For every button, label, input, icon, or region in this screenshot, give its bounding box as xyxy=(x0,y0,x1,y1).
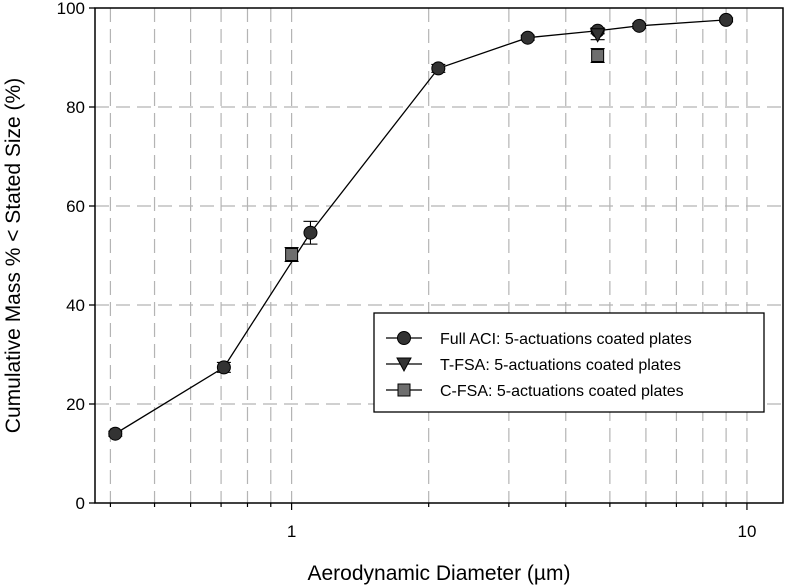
series-3 xyxy=(284,48,605,262)
legend-marker xyxy=(396,357,412,373)
data-point xyxy=(591,49,605,63)
data-point xyxy=(303,225,318,240)
series-1 xyxy=(108,12,734,441)
legend-label: T-FSA: 5-actuations coated plates xyxy=(440,357,681,374)
data-point xyxy=(520,30,535,45)
grid-layer xyxy=(95,8,783,503)
data-point xyxy=(216,360,231,375)
y-tick-label: 100 xyxy=(57,0,85,18)
y-tick-label: 20 xyxy=(66,395,85,414)
series-2 xyxy=(589,28,606,43)
x-axis-label: Aerodynamic Diameter (µm) xyxy=(308,562,571,585)
legend-label: C-FSA: 5-actuations coated plates xyxy=(440,383,684,400)
legend-box xyxy=(373,312,765,413)
y-axis-label: Cumulative Mass % < Stated Size (%) xyxy=(2,78,25,433)
data-point xyxy=(719,12,734,27)
y-tick-label: 60 xyxy=(66,197,85,216)
plot-frame xyxy=(94,7,784,504)
legend: Full ACI: 5-actuations coated plates T-FS… xyxy=(373,312,765,413)
legend-marker xyxy=(397,383,411,397)
data-point xyxy=(108,426,123,441)
y-tick-label: 0 xyxy=(76,494,85,513)
x-tick-label: 10 xyxy=(737,522,756,541)
data-point xyxy=(285,248,299,262)
data-point xyxy=(589,28,606,43)
data-point xyxy=(632,18,647,33)
data-point xyxy=(431,61,446,76)
x-tick-label: 1 xyxy=(287,522,296,541)
legend-label: Full ACI: 5-actuations coated plates xyxy=(440,331,692,348)
ticks-layer: 0 20 40 60 80 100 1 10 xyxy=(57,0,757,541)
legend-marker xyxy=(397,331,411,345)
series-layer xyxy=(108,12,734,441)
y-tick-label: 80 xyxy=(66,98,85,117)
y-tick-label: 40 xyxy=(66,296,85,315)
